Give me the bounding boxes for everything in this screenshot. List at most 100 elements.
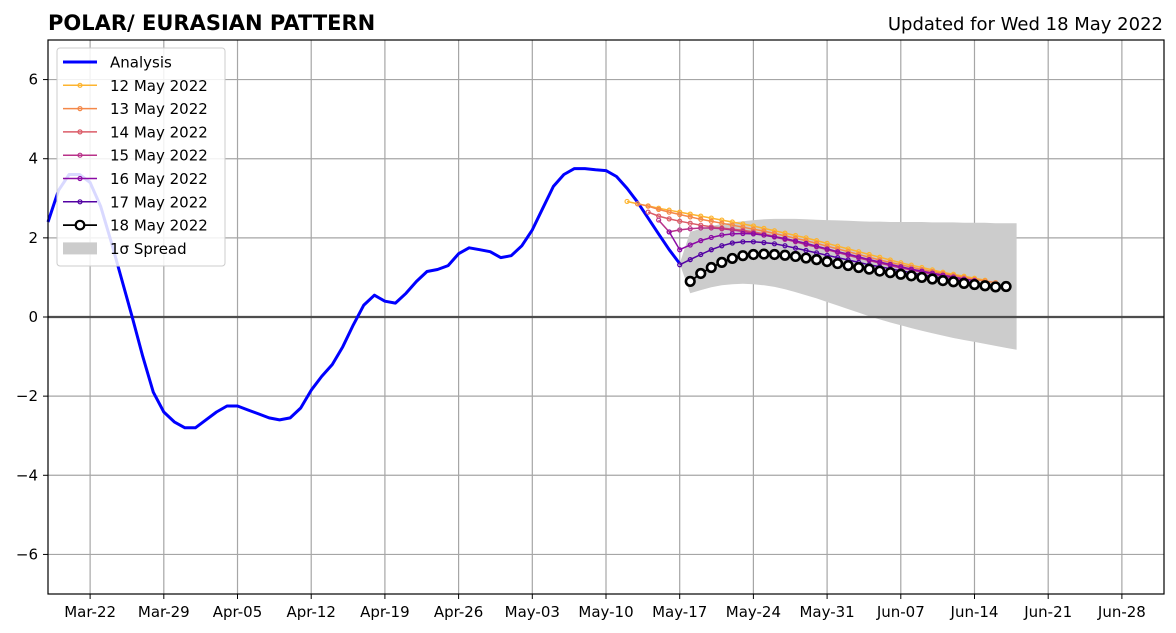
forecast-point [708,215,714,221]
current-forecast-point [821,256,833,268]
legend-label: 14 May 2022 [110,123,208,141]
current-forecast-point [726,252,738,265]
forecast-point [698,222,704,228]
legend-box [56,47,226,267]
current-forecast-point [810,254,823,266]
forecast-point [740,221,746,227]
analysis-line [46,167,681,430]
forecast-point [666,229,672,235]
forecast-point [750,231,756,237]
forecast-point [698,213,704,219]
forecast-point [708,218,714,224]
current-forecast-point [842,259,854,272]
current-forecast-point [716,256,728,268]
forecast-point [666,209,672,215]
forecast-point [687,211,693,217]
forecast-point [761,240,767,246]
forecast-point [624,198,630,205]
y-tick-label: −2 [16,387,38,405]
legend-label: 17 May 2022 [110,193,208,211]
x-tick-label: Jun-21 [1023,603,1072,621]
forecast-point [708,247,714,253]
forecast-point [677,247,683,253]
x-tick-label: May-10 [578,603,633,621]
forecast-point [813,243,820,249]
legend-area-swatch [63,242,97,255]
legend-label: 16 May 2022 [110,170,208,188]
legend-label: 13 May 2022 [110,100,208,118]
forecast-point [687,242,693,248]
current-forecast-point [937,274,949,287]
x-tick-label: Apr-12 [286,603,336,621]
forecast-point [634,201,641,207]
x-tick-label: Jun-28 [1097,603,1146,621]
y-tick-label: −4 [16,466,38,484]
forecast-point [719,226,725,232]
forecast-point [729,231,735,237]
current-forecast-point [1000,280,1012,293]
forecast-point [698,251,704,258]
current-forecast-point [695,267,707,280]
current-forecast-point [989,281,1002,293]
forecast-point [645,209,651,215]
axes-frame [43,39,1165,599]
legend-label: 18 May 2022 [110,217,208,235]
forecast-point [740,239,746,245]
forecast-point [677,218,683,224]
current-forecast-point [832,257,844,270]
forecast-point [656,206,662,212]
forecast-point [750,223,756,229]
forecast-point [677,211,683,218]
x-tick-label: Apr-19 [360,603,410,621]
legend-label: 15 May 2022 [110,147,208,165]
forecast-point [845,251,851,257]
x-tick-label: Apr-26 [434,603,484,621]
current-forecast-point [737,250,749,262]
legend-marker-swatch [77,199,83,205]
forecast-point [792,245,799,251]
forecast-point [856,254,862,260]
current-forecast-point [779,249,791,261]
forecast-point [708,234,714,241]
x-tick-label: May-31 [799,603,854,621]
y-tick-label: 6 [28,71,38,89]
current-forecast-point [968,278,981,291]
chart-title: POLAR/ EURASIAN PATTERN [48,11,375,35]
forecast-point [792,232,799,239]
forecast-point [824,246,830,252]
current-forecast-point [747,248,759,261]
legend-entry: 17 May 2022 [63,193,208,211]
legend-marker-swatch [77,152,83,158]
legend-marker-swatch [77,175,83,182]
y-tick-label: 0 [28,308,38,326]
legend-entry: 1σ Spread [63,240,187,258]
legend-entry: 18 May 2022 [63,217,208,235]
forecast-point [677,262,683,268]
current-forecast-point [958,277,970,289]
current-forecast-point [895,268,907,280]
y-tick-label: 4 [28,150,38,168]
legend-entry: 16 May 2022 [63,170,208,188]
x-tick-label: May-03 [505,603,560,621]
forecast-point [687,220,693,226]
forecast-point [698,216,704,222]
legend-label: Analysis [110,54,172,72]
y-tick-label: 2 [28,229,38,247]
x-tick-label: Mar-22 [64,603,116,621]
forecast-point [729,240,735,246]
forecast-point [719,243,725,249]
forecast-point [698,225,704,231]
current-forecast-point [884,267,896,279]
legend-entry: 12 May 2022 [63,77,208,95]
current-forecast-point [853,261,865,274]
current-forecast-point [916,271,928,284]
x-tick-label: May-17 [652,603,707,621]
forecast-point [719,232,725,238]
series-lines [46,167,1012,430]
forecast-point [645,203,651,209]
legend-entry: 14 May 2022 [63,123,208,141]
forecast-point [835,249,841,255]
current-forecast-point [768,248,781,261]
forecast-point [771,241,778,247]
current-forecast-point [905,270,917,282]
